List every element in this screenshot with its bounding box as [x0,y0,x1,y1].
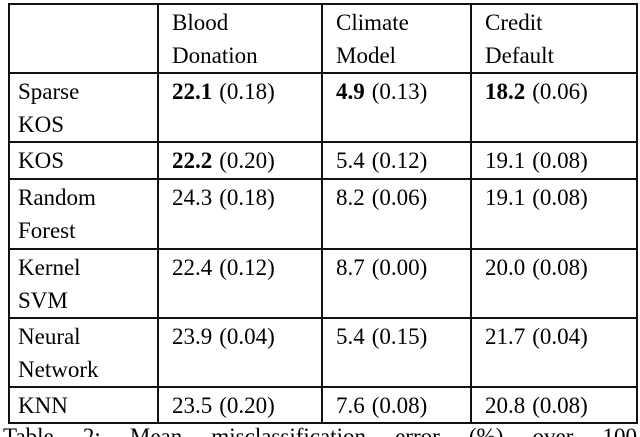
metric-cell: 8.7 (0.00) [321,248,472,319]
metric-cell: 19.1 (0.08) [470,178,638,250]
method-label: KNN [8,386,159,424]
table-row-sparse-kos: Sparse KOS 22.1 (0.18) 4.9 (0.13) 18.2 (0.0… [8,72,638,143]
metric-cell: 19.1 (0.08) [470,141,638,180]
table-row-neural-network: Neural Network 23.9 (0.04) 5.4 (0.15) 21.7… [8,317,638,388]
table-caption: Table 2: Mean misclassification error (%… [3,424,637,437]
metric-cell: 24.3 (0.18) [157,178,323,250]
metric-stderr: (0.12) [371,148,428,173]
metric-cell: 5.4 (0.12) [321,141,472,180]
metric-value: 22.2 [172,148,213,173]
metric-value: 19.1 [485,185,526,210]
metric-value: 18.2 [485,79,526,104]
metric-value: 5.4 [336,148,365,173]
metric-value: 7.6 [336,393,365,418]
metric-value: 22.1 [172,79,213,104]
metric-cell: 23.9 (0.04) [157,317,323,388]
results-table: Blood Donation Climate Model Credit Defa… [8,3,638,424]
metric-cell: 20.0 (0.08) [470,248,638,319]
metric-cell: 8.2 (0.06) [321,178,472,250]
metric-cell: 23.5 (0.20) [157,386,323,424]
metric-stderr: (0.13) [371,79,428,104]
metric-value: 23.5 [172,393,213,418]
table-row-kernel-svm: Kernel SVM 22.4 (0.12) 8.7 (0.00) 20.0 (0.0… [8,248,638,319]
metric-cell: 7.6 (0.08) [321,386,472,424]
metric-stderr: (0.20) [219,393,275,418]
column-header-credit-default: Credit Default [470,3,638,74]
metric-value: 23.9 [172,324,213,349]
metric-stderr: (0.15) [371,324,428,349]
metric-stderr: (0.08) [371,393,428,418]
metric-stderr: (0.18) [219,79,275,104]
metric-value: 22.4 [172,255,213,280]
metric-stderr: (0.06) [532,79,588,104]
column-header-blood-donation: Blood Donation [157,3,323,74]
metric-value: 19.1 [485,148,526,173]
method-label: Neural Network [8,317,159,388]
metric-stderr: (0.08) [532,148,588,173]
metric-value: 20.8 [485,393,526,418]
method-label: Sparse KOS [8,72,159,143]
metric-cell: 4.9 (0.13) [321,72,472,143]
metric-value: 20.0 [485,255,526,280]
method-label: KOS [8,141,159,180]
metric-value: 8.7 [336,255,365,280]
metric-stderr: (0.12) [219,255,275,280]
method-label: Random Forest [8,178,159,250]
metric-cell: 18.2 (0.06) [470,72,638,143]
metric-cell: 5.4 (0.15) [321,317,472,388]
metric-value: 8.2 [336,185,365,210]
metric-stderr: (0.20) [219,148,275,173]
metric-stderr: (0.08) [532,393,588,418]
corner-cell [8,3,159,74]
metric-stderr: (0.08) [532,185,588,210]
metric-stderr: (0.04) [219,324,275,349]
metric-stderr: (0.04) [532,324,588,349]
metric-stderr: (0.06) [371,185,428,210]
metric-cell: 20.8 (0.08) [470,386,638,424]
metric-stderr: (0.00) [371,255,428,280]
metric-cell: 22.2 (0.20) [157,141,323,180]
metric-value: 21.7 [485,324,526,349]
column-header-climate-model: Climate Model [321,3,472,74]
metric-cell: 22.4 (0.12) [157,248,323,319]
method-label: Kernel SVM [8,248,159,319]
metric-value: 24.3 [172,185,213,210]
metric-cell: 22.1 (0.18) [157,72,323,143]
table-row-knn: KNN 23.5 (0.20) 7.6 (0.08) 20.8 (0.08) [8,386,638,424]
table-row-kos: KOS 22.2 (0.20) 5.4 (0.12) 19.1 (0.08) [8,141,638,180]
table-row-random-forest: Random Forest 24.3 (0.18) 8.2 (0.06) 19.1(… [8,178,638,250]
metric-stderr: (0.18) [219,185,275,210]
metric-value: 4.9 [336,79,365,104]
header-row: Blood Donation Climate Model Credit Defa… [8,3,638,74]
metric-stderr: (0.08) [532,255,588,280]
metric-value: 5.4 [336,324,365,349]
metric-cell: 21.7 (0.04) [470,317,638,388]
